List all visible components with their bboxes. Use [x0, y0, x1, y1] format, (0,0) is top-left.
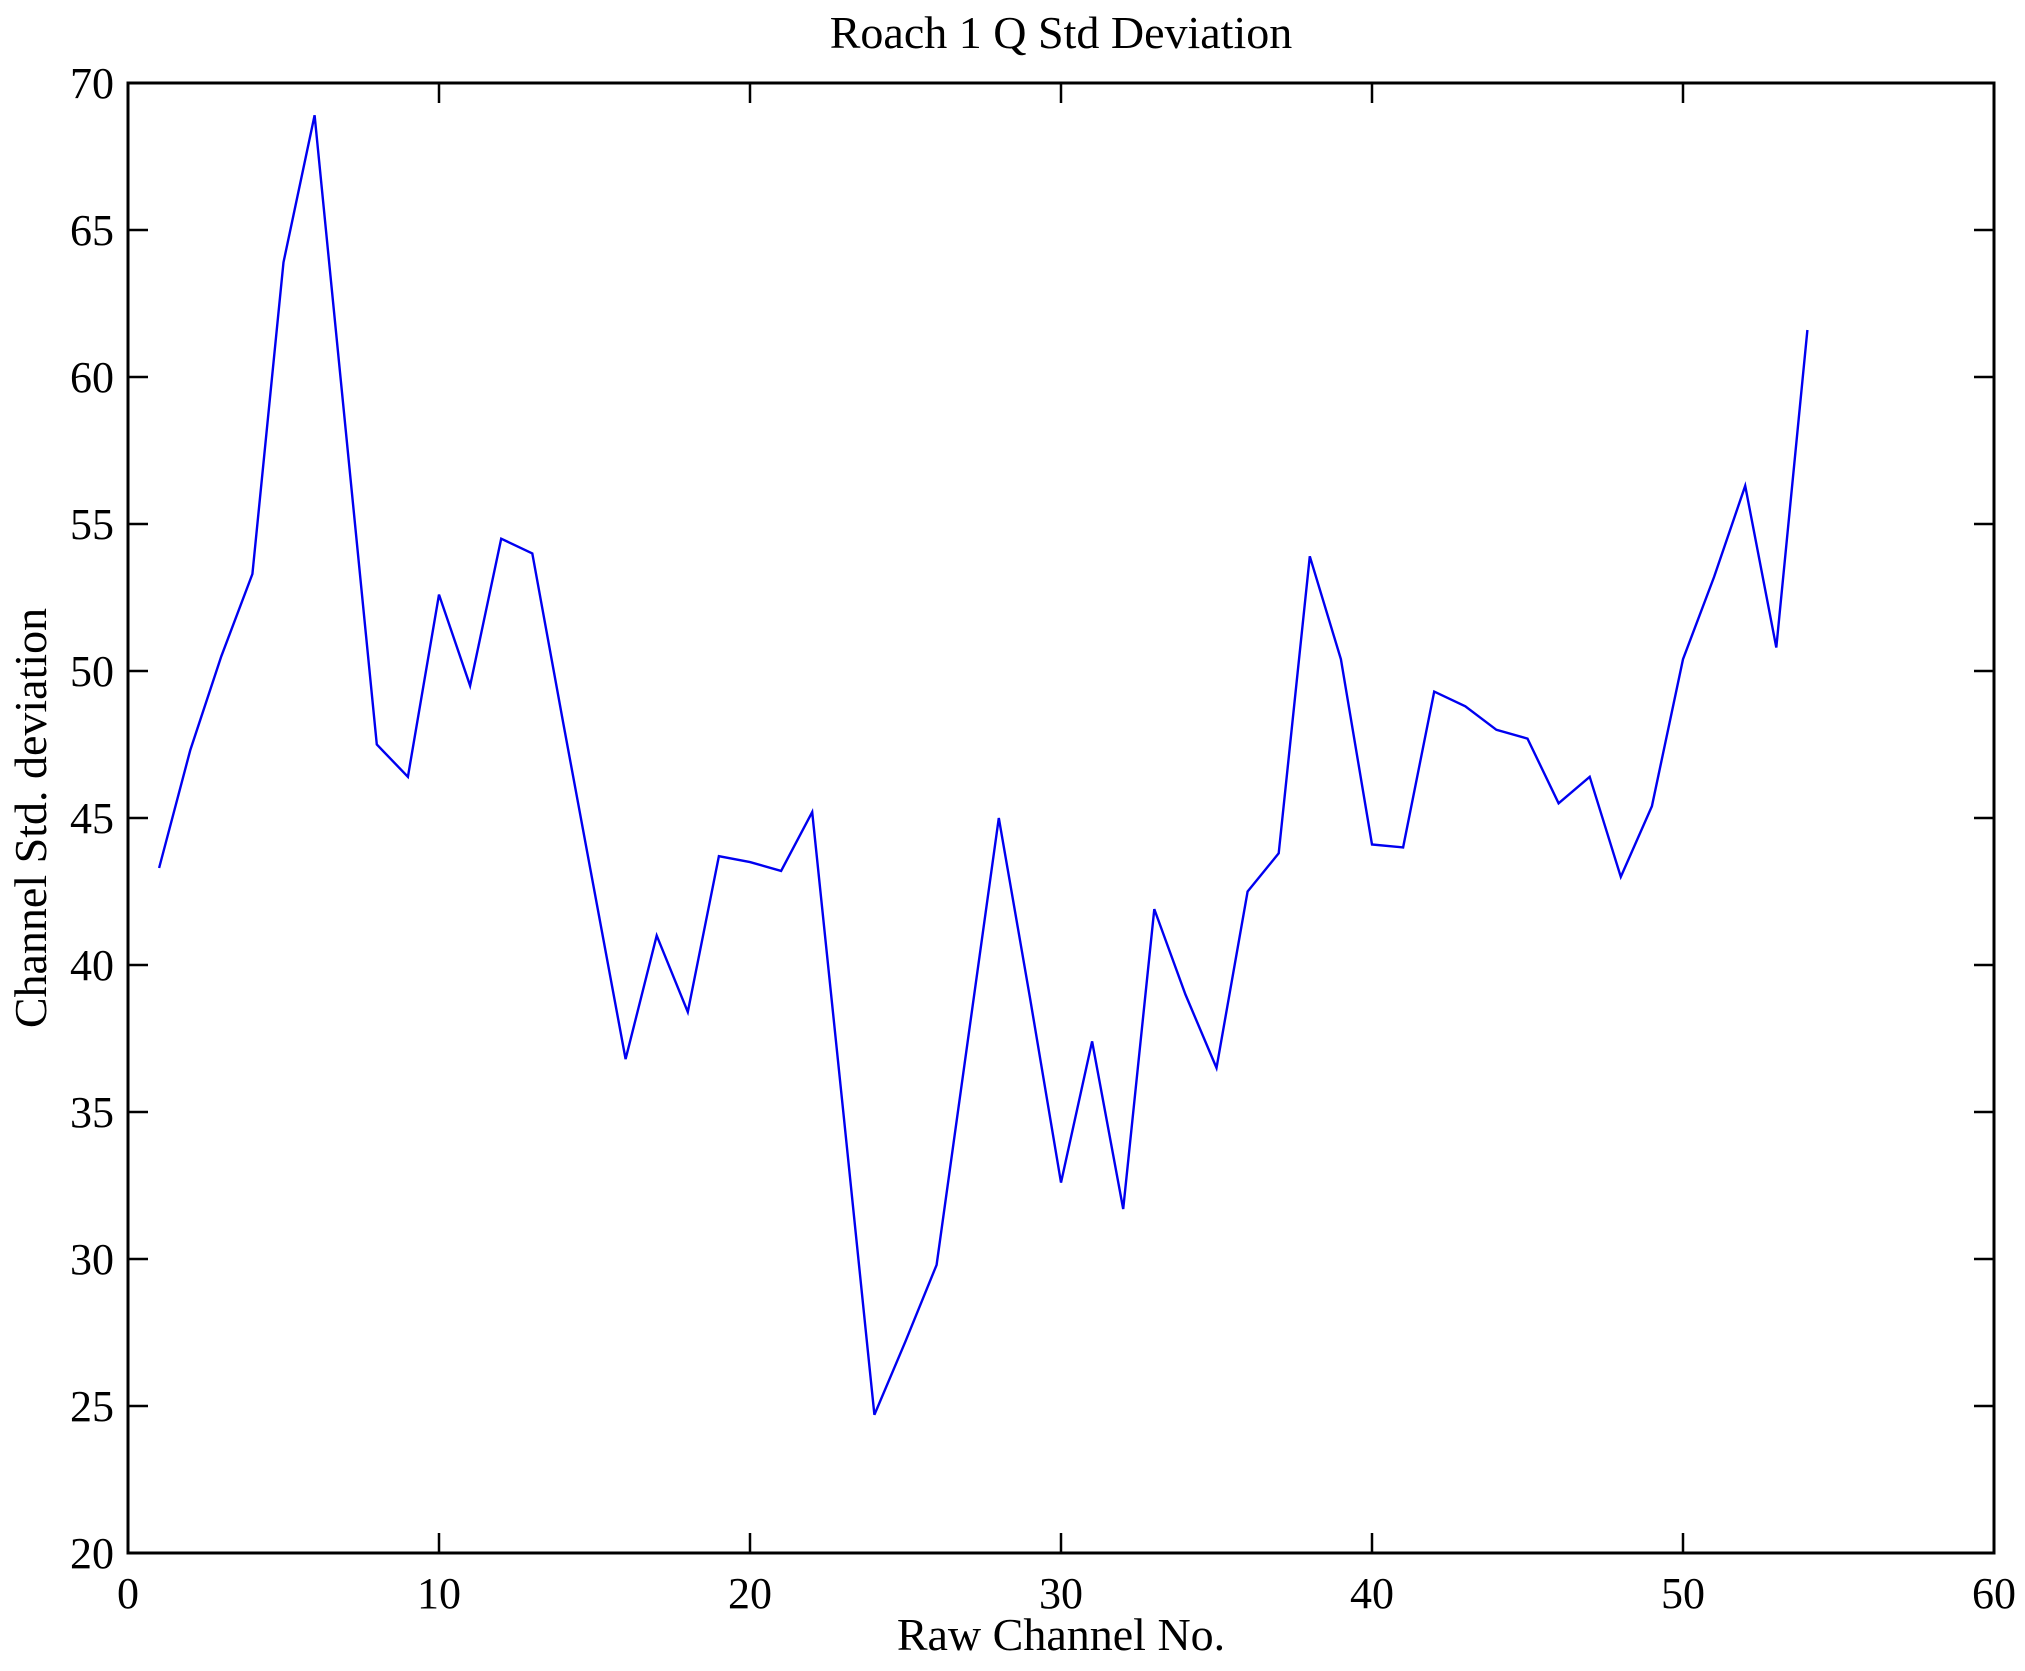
x-axis-tick-labels: 0 10 20 30 40 50 60: [117, 1569, 2016, 1618]
y-axis-tick-labels: 20 25 30 35 40 45 50 55 60 65 70: [70, 59, 114, 1578]
x-axis-label: Raw Channel No.: [897, 1609, 1225, 1660]
x-tick-label: 20: [728, 1569, 772, 1618]
x-tick-label: 10: [417, 1569, 461, 1618]
y-tick-label: 35: [70, 1088, 114, 1137]
y-axis-label: Channel Std. deviation: [5, 608, 56, 1028]
y-tick-label: 25: [70, 1382, 114, 1431]
y-tick-label: 65: [70, 206, 114, 255]
y-tick-label: 20: [70, 1529, 114, 1578]
y-tick-label: 60: [70, 353, 114, 402]
x-tick-label: 50: [1661, 1569, 1705, 1618]
y-tick-label: 45: [70, 794, 114, 843]
y-tick-label: 30: [70, 1235, 114, 1284]
y-tick-label: 70: [70, 59, 114, 108]
y-tick-label: 40: [70, 941, 114, 990]
x-tick-label: 0: [117, 1569, 139, 1618]
x-tick-label: 60: [1972, 1569, 2016, 1618]
chart-title: Roach 1 Q Std Deviation: [830, 7, 1293, 58]
y-axis-ticks: [128, 81, 1994, 1555]
x-tick-label: 30: [1039, 1569, 1083, 1618]
data-series-line: [157, 115, 1809, 1416]
plot-area-border: [126, 81, 1996, 1555]
y-tick-label: 55: [70, 500, 114, 549]
y-tick-label: 50: [70, 647, 114, 696]
x-tick-label: 40: [1350, 1569, 1394, 1618]
